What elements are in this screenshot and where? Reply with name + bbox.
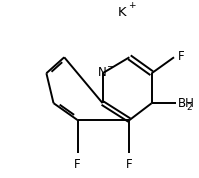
Text: K: K: [117, 6, 126, 19]
Text: F: F: [178, 50, 184, 63]
Text: +: +: [128, 1, 135, 10]
Text: F: F: [126, 158, 133, 171]
Text: N: N: [98, 66, 107, 79]
Text: F: F: [74, 158, 81, 171]
Text: 2: 2: [186, 103, 192, 112]
Text: BH: BH: [178, 97, 194, 110]
Text: −: −: [106, 61, 113, 70]
